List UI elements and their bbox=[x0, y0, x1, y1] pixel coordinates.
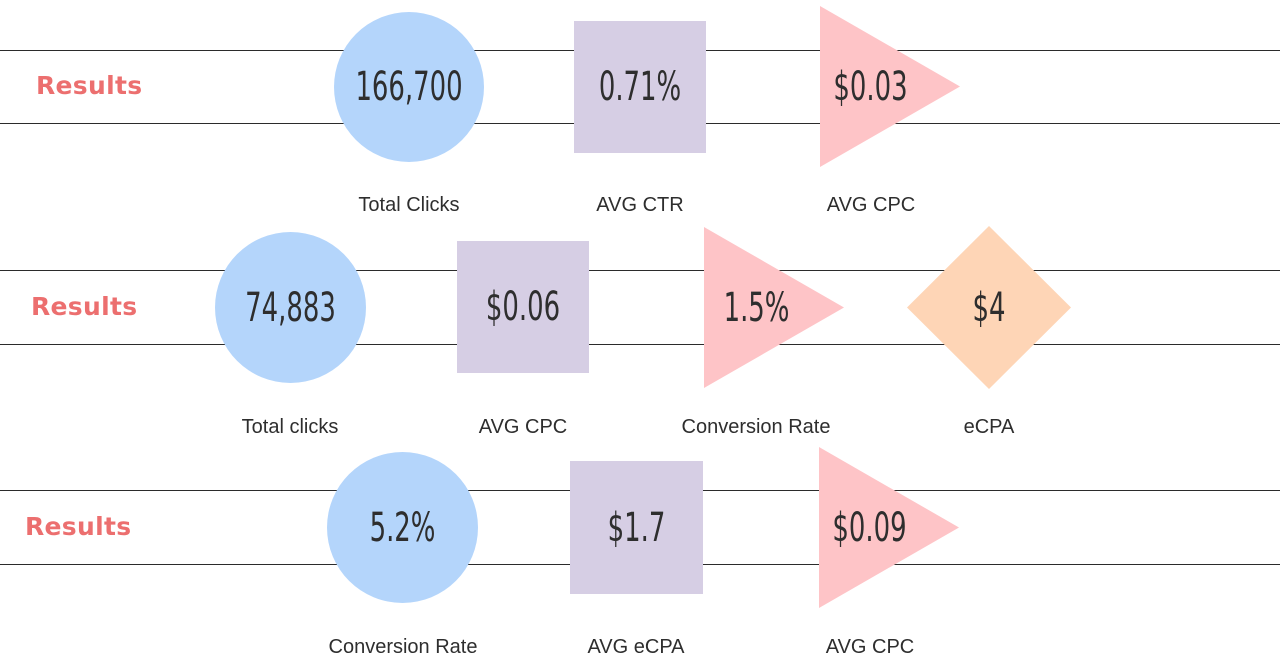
row-1-avg-ctr-square: 0.71% bbox=[574, 21, 706, 153]
row-2-bottom-rule bbox=[0, 344, 1280, 345]
row-2-conversion-rate-caption: Conversion Rate bbox=[681, 416, 831, 438]
row-3-avg-ecpa-caption: AVG eCPA bbox=[587, 636, 685, 658]
row-2-ecpa-diamond: $4 bbox=[907, 226, 1071, 389]
row-2-avg-cpc-caption: AVG CPC bbox=[478, 416, 568, 438]
row-1-avg-cpc-value: $0.03 bbox=[833, 63, 908, 110]
row-3-avg-cpc-caption: AVG CPC bbox=[825, 636, 915, 658]
row-1-avg-cpc-triangle: $0.03 bbox=[820, 6, 960, 167]
row-3-avg-ecpa-square: $1.7 bbox=[570, 461, 703, 594]
row-3-conversion-rate-circle: 5.2% bbox=[327, 452, 478, 603]
row-2-ecpa-value: $4 bbox=[972, 284, 1006, 331]
diamond-shape bbox=[907, 226, 1071, 389]
row-2-total-clicks-circle: 74,883 bbox=[215, 232, 366, 383]
row-1-results-label: Results bbox=[36, 71, 143, 100]
row-1-total-clicks-caption: Total Clicks bbox=[358, 194, 460, 216]
row-3-conversion-rate-caption: Conversion Rate bbox=[328, 636, 478, 658]
row-3-results-label: Results bbox=[25, 512, 132, 541]
row-3-conversion-rate-value: 5.2% bbox=[369, 504, 436, 551]
row-2-ecpa-caption: eCPA bbox=[963, 416, 1015, 438]
row-3-avg-cpc-triangle: $0.09 bbox=[819, 447, 959, 608]
row-2-top-rule bbox=[0, 270, 1280, 271]
row-2-results-label: Results bbox=[31, 292, 138, 321]
triangle-shape bbox=[820, 6, 960, 167]
triangle-shape bbox=[819, 447, 959, 608]
row-1-avg-ctr-value: 0.71% bbox=[598, 64, 682, 110]
row-2-avg-cpc-value: $0.06 bbox=[485, 284, 561, 330]
row-2-conversion-rate-value: 1.5% bbox=[723, 284, 790, 331]
triangle-shape bbox=[704, 227, 844, 388]
row-2-avg-cpc-square: $0.06 bbox=[457, 241, 589, 373]
row-2-total-clicks-caption: Total clicks bbox=[241, 416, 339, 438]
row-2-total-clicks-value: 74,883 bbox=[245, 284, 336, 331]
row-3-avg-cpc-value: $0.09 bbox=[832, 504, 907, 551]
row-1-avg-ctr-caption: AVG CTR bbox=[596, 194, 684, 216]
row-1-total-clicks-circle: 166,700 bbox=[334, 12, 484, 162]
row-1-total-clicks-value: 166,700 bbox=[355, 64, 463, 110]
row-2-conversion-rate-triangle: 1.5% bbox=[704, 227, 844, 388]
row-3-avg-ecpa-value: $1.7 bbox=[607, 504, 666, 551]
row-1-avg-cpc-caption: AVG CPC bbox=[826, 194, 916, 216]
